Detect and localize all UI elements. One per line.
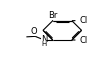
Text: Cl: Cl [79, 16, 87, 25]
Text: Cl: Cl [79, 36, 87, 45]
Text: Br: Br [48, 11, 57, 20]
Text: O: O [30, 27, 36, 36]
Text: N: N [40, 35, 47, 44]
Text: H: H [41, 41, 46, 47]
